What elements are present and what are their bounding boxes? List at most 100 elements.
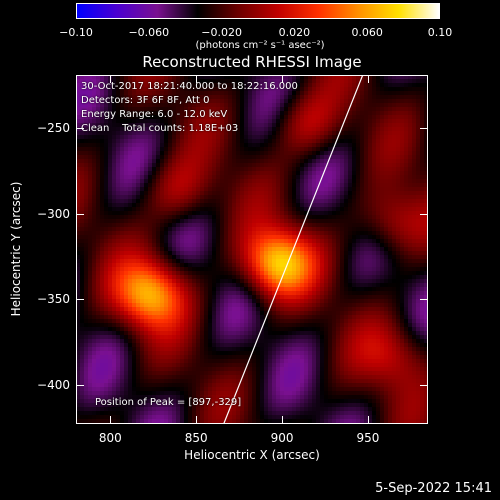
heatmap-cell (164, 399, 169, 404)
heatmap-cell (92, 283, 97, 288)
heatmap-cell (288, 279, 293, 284)
heatmap-cell (104, 183, 109, 188)
heatmap-cell (112, 243, 117, 248)
heatmap-cell (240, 171, 245, 176)
heatmap-cell (108, 259, 113, 264)
heatmap-cell (148, 111, 153, 116)
heatmap-cell (144, 119, 149, 124)
heatmap-cell (124, 283, 129, 288)
heatmap-cell (76, 407, 81, 412)
heatmap-cell (164, 327, 169, 332)
heatmap-cell (164, 203, 169, 208)
heatmap-cell (168, 155, 173, 160)
heatmap-cell (156, 107, 161, 112)
heatmap-cell (108, 323, 113, 328)
heatmap-cell (204, 107, 209, 112)
heatmap-cell (228, 315, 233, 320)
heatmap-cell (204, 299, 209, 304)
heatmap-cell (236, 407, 241, 412)
heatmap-cell (76, 355, 81, 360)
heatmap-cell (216, 203, 221, 208)
heatmap-cell (276, 135, 281, 140)
heatmap-cell (160, 167, 165, 172)
heatmap-cell (120, 247, 125, 252)
heatmap-cell (116, 175, 121, 180)
heatmap-cell (220, 119, 225, 124)
heatmap-cell (216, 379, 221, 384)
heatmap-cell (296, 159, 301, 164)
heatmap-cell (124, 403, 129, 408)
heatmap-cell (168, 215, 173, 220)
heatmap-cell (76, 131, 81, 136)
heatmap-cell (196, 191, 201, 196)
heatmap-cell (192, 387, 197, 392)
heatmap-cell (84, 151, 89, 156)
heatmap-cell (112, 327, 117, 332)
heatmap-cell (140, 387, 145, 392)
heatmap-cell (120, 335, 125, 340)
heatmap-cell (196, 403, 201, 408)
heatmap-cell (204, 75, 209, 80)
heatmap-cell (192, 223, 197, 228)
heatmap-cell (196, 383, 201, 388)
heatmap-cell (240, 195, 245, 200)
heatmap-cell (184, 203, 189, 208)
heatmap-cell (116, 327, 121, 332)
heatmap-cell (164, 411, 169, 416)
heatmap-cell (192, 375, 197, 380)
heatmap-cell (156, 195, 161, 200)
heatmap-cell (132, 151, 137, 156)
heatmap-cell (88, 351, 93, 356)
heatmap-cell (288, 287, 293, 292)
heatmap-cell (100, 127, 105, 132)
heatmap-cell (112, 103, 117, 108)
heatmap-cell (164, 163, 169, 168)
heatmap-cell (180, 307, 185, 312)
heatmap-cell (252, 323, 257, 328)
heatmap-cell (76, 255, 81, 260)
heatmap-cell (112, 311, 117, 316)
heatmap-cell (256, 295, 261, 300)
heatmap-cell (88, 207, 93, 212)
heatmap-cell (220, 147, 225, 152)
heatmap-cell (132, 127, 137, 132)
heatmap-cell (240, 175, 245, 180)
heatmap-cell (224, 287, 229, 292)
heatmap-cell (100, 207, 105, 212)
heatmap-cell (236, 151, 241, 156)
heatmap-cell (240, 423, 245, 424)
heatmap-cell (268, 231, 273, 236)
heatmap-cell (176, 375, 181, 380)
heatmap-cell (88, 115, 93, 120)
heatmap-cell (192, 359, 197, 364)
heatmap-cell (196, 147, 201, 152)
heatmap-cell (176, 211, 181, 216)
heatmap-cell (208, 231, 213, 236)
heatmap-cell (80, 123, 85, 128)
heatmap-cell (244, 419, 249, 424)
heatmap-cell (132, 315, 137, 320)
heatmap-cell (228, 175, 233, 180)
heatmap-cell (208, 367, 213, 372)
heatmap-cell (204, 115, 209, 120)
heatmap-cell (216, 327, 221, 332)
heatmap-cell (288, 379, 293, 384)
heatmap-cell (212, 123, 217, 128)
heatmap-cell (80, 327, 85, 332)
heatmap-cell (284, 171, 289, 176)
heatmap-cell (184, 399, 189, 404)
heatmap-cell (168, 203, 173, 208)
heatmap-cell (100, 223, 105, 228)
heatmap-cell (196, 295, 201, 300)
heatmap-cell (136, 127, 141, 132)
heatmap-cell (124, 367, 129, 372)
heatmap-cell (248, 255, 253, 260)
heatmap-cell (300, 147, 305, 152)
heatmap-cell (112, 83, 117, 88)
heatmap-cell (136, 287, 141, 292)
heatmap-cell (212, 183, 217, 188)
heatmap-cell (168, 111, 173, 116)
heatmap-cell (272, 231, 277, 236)
heatmap-cell (156, 423, 161, 424)
heatmap-cell (84, 283, 89, 288)
